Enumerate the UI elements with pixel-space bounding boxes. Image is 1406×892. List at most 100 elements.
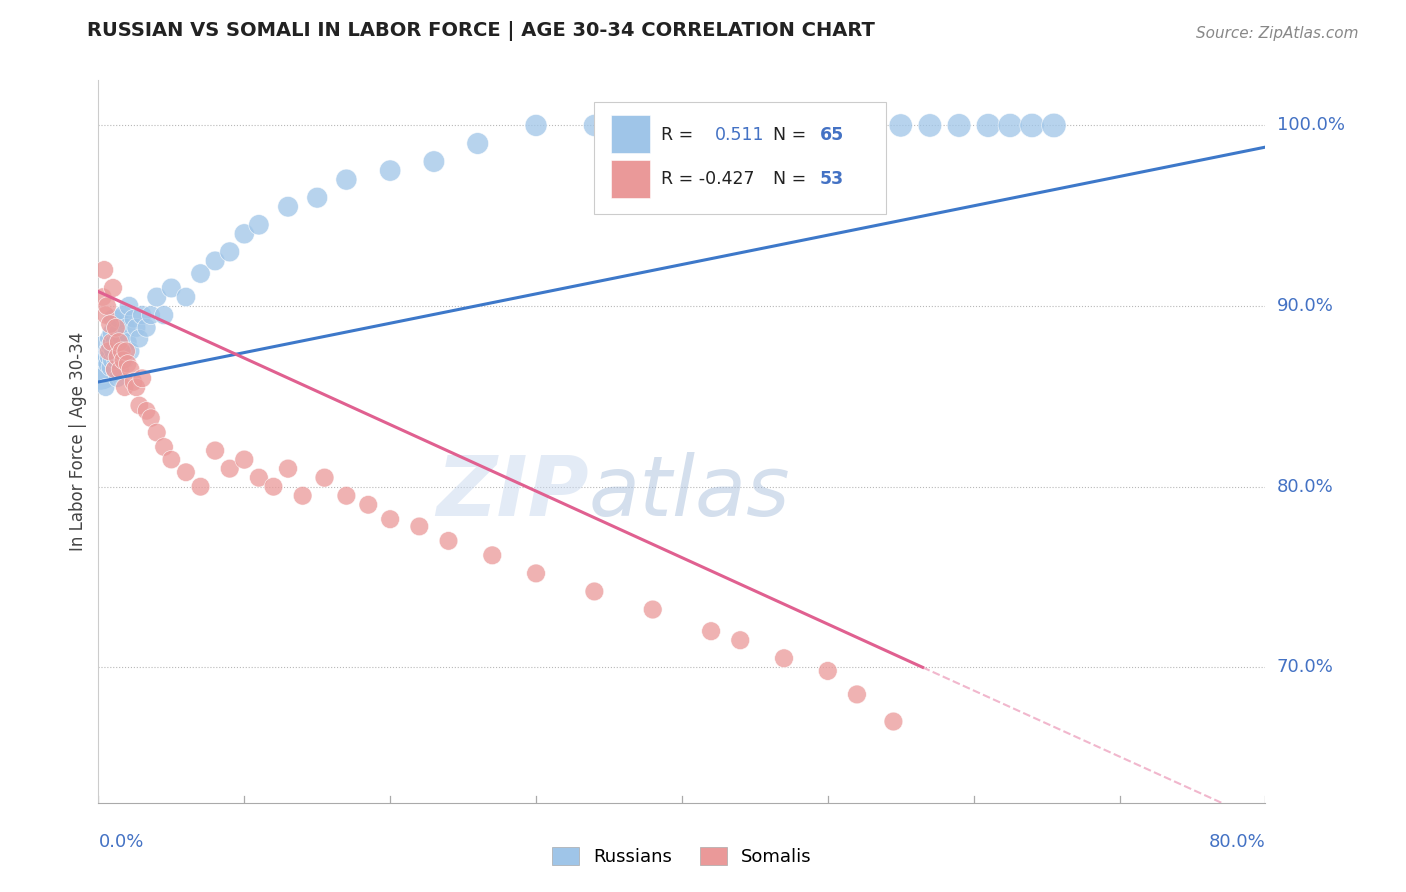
Point	[817, 119, 839, 133]
Point	[233, 227, 256, 241]
Point	[112, 353, 135, 368]
Point	[153, 308, 176, 322]
Point	[104, 353, 127, 368]
Point	[128, 332, 150, 346]
Point	[314, 470, 336, 484]
Point	[110, 362, 132, 376]
Point	[700, 624, 723, 639]
Point	[247, 218, 270, 232]
Point	[96, 344, 118, 359]
Point	[135, 404, 157, 418]
Text: atlas: atlas	[589, 451, 790, 533]
Point	[641, 119, 664, 133]
Point	[89, 362, 111, 376]
Point	[277, 461, 299, 475]
Point	[111, 344, 134, 359]
Point	[146, 290, 169, 304]
Point	[97, 350, 120, 364]
Point	[125, 380, 148, 394]
Point	[277, 200, 299, 214]
Point	[524, 119, 547, 133]
Point	[131, 308, 153, 322]
Point	[335, 172, 357, 186]
Point	[122, 311, 145, 326]
Point	[97, 332, 120, 346]
Point	[380, 163, 402, 178]
Point	[700, 119, 723, 133]
Point	[190, 480, 212, 494]
Point	[122, 375, 145, 389]
Point	[846, 687, 869, 701]
Text: Source: ZipAtlas.com: Source: ZipAtlas.com	[1197, 26, 1358, 40]
Text: 0.0%: 0.0%	[98, 833, 143, 851]
Point	[96, 357, 118, 371]
Point	[139, 308, 162, 322]
Point	[357, 498, 380, 512]
Text: R = -0.427: R = -0.427	[661, 169, 755, 188]
Point	[114, 380, 136, 394]
Point	[94, 380, 117, 394]
Point	[120, 344, 142, 359]
Point	[108, 335, 131, 350]
Point	[105, 326, 128, 340]
Point	[98, 317, 121, 331]
Point	[125, 320, 148, 334]
Point	[190, 267, 212, 281]
Point	[103, 335, 125, 350]
Point	[101, 344, 124, 359]
Point	[139, 411, 162, 425]
Point	[115, 344, 138, 359]
Point	[98, 360, 121, 375]
Point	[817, 664, 839, 678]
Point	[117, 335, 139, 350]
Point	[105, 350, 128, 364]
Point	[100, 353, 122, 368]
Text: 70.0%: 70.0%	[1277, 658, 1333, 676]
Point	[174, 290, 197, 304]
Text: 53: 53	[820, 169, 844, 188]
Point	[307, 191, 329, 205]
Y-axis label: In Labor Force | Age 30-34: In Labor Force | Age 30-34	[69, 332, 87, 551]
Point	[101, 281, 124, 295]
Text: N =: N =	[773, 126, 806, 144]
Point	[108, 311, 131, 326]
Point	[90, 339, 112, 353]
Point	[105, 371, 128, 385]
Point	[233, 452, 256, 467]
Point	[103, 362, 125, 376]
Point	[583, 584, 606, 599]
Point	[114, 353, 136, 368]
Point	[101, 311, 124, 326]
Point	[112, 308, 135, 322]
Point	[948, 119, 970, 133]
Point	[120, 362, 142, 376]
Point	[204, 443, 226, 458]
Text: ZIP: ZIP	[436, 451, 589, 533]
Point	[91, 290, 114, 304]
Point	[100, 335, 122, 350]
Point	[117, 357, 139, 371]
Point	[110, 344, 132, 359]
FancyBboxPatch shape	[610, 161, 651, 199]
Point	[773, 651, 796, 665]
Point	[111, 332, 134, 346]
Text: 80.0%: 80.0%	[1209, 833, 1265, 851]
Point	[174, 465, 197, 479]
Point	[1021, 119, 1043, 133]
Point	[890, 119, 912, 133]
Point	[94, 308, 117, 322]
Point	[860, 119, 883, 133]
Text: 80.0%: 80.0%	[1277, 478, 1333, 496]
Point	[100, 326, 122, 340]
Text: R =: R =	[661, 126, 693, 144]
Point	[408, 519, 430, 533]
Point	[93, 263, 115, 277]
Point	[91, 351, 114, 366]
Point	[93, 368, 115, 382]
Text: 0.511: 0.511	[714, 126, 763, 144]
Point	[380, 512, 402, 526]
Point	[1043, 119, 1066, 133]
Point	[467, 136, 489, 151]
Point	[128, 398, 150, 412]
Legend: Russians, Somalis: Russians, Somalis	[546, 839, 818, 873]
